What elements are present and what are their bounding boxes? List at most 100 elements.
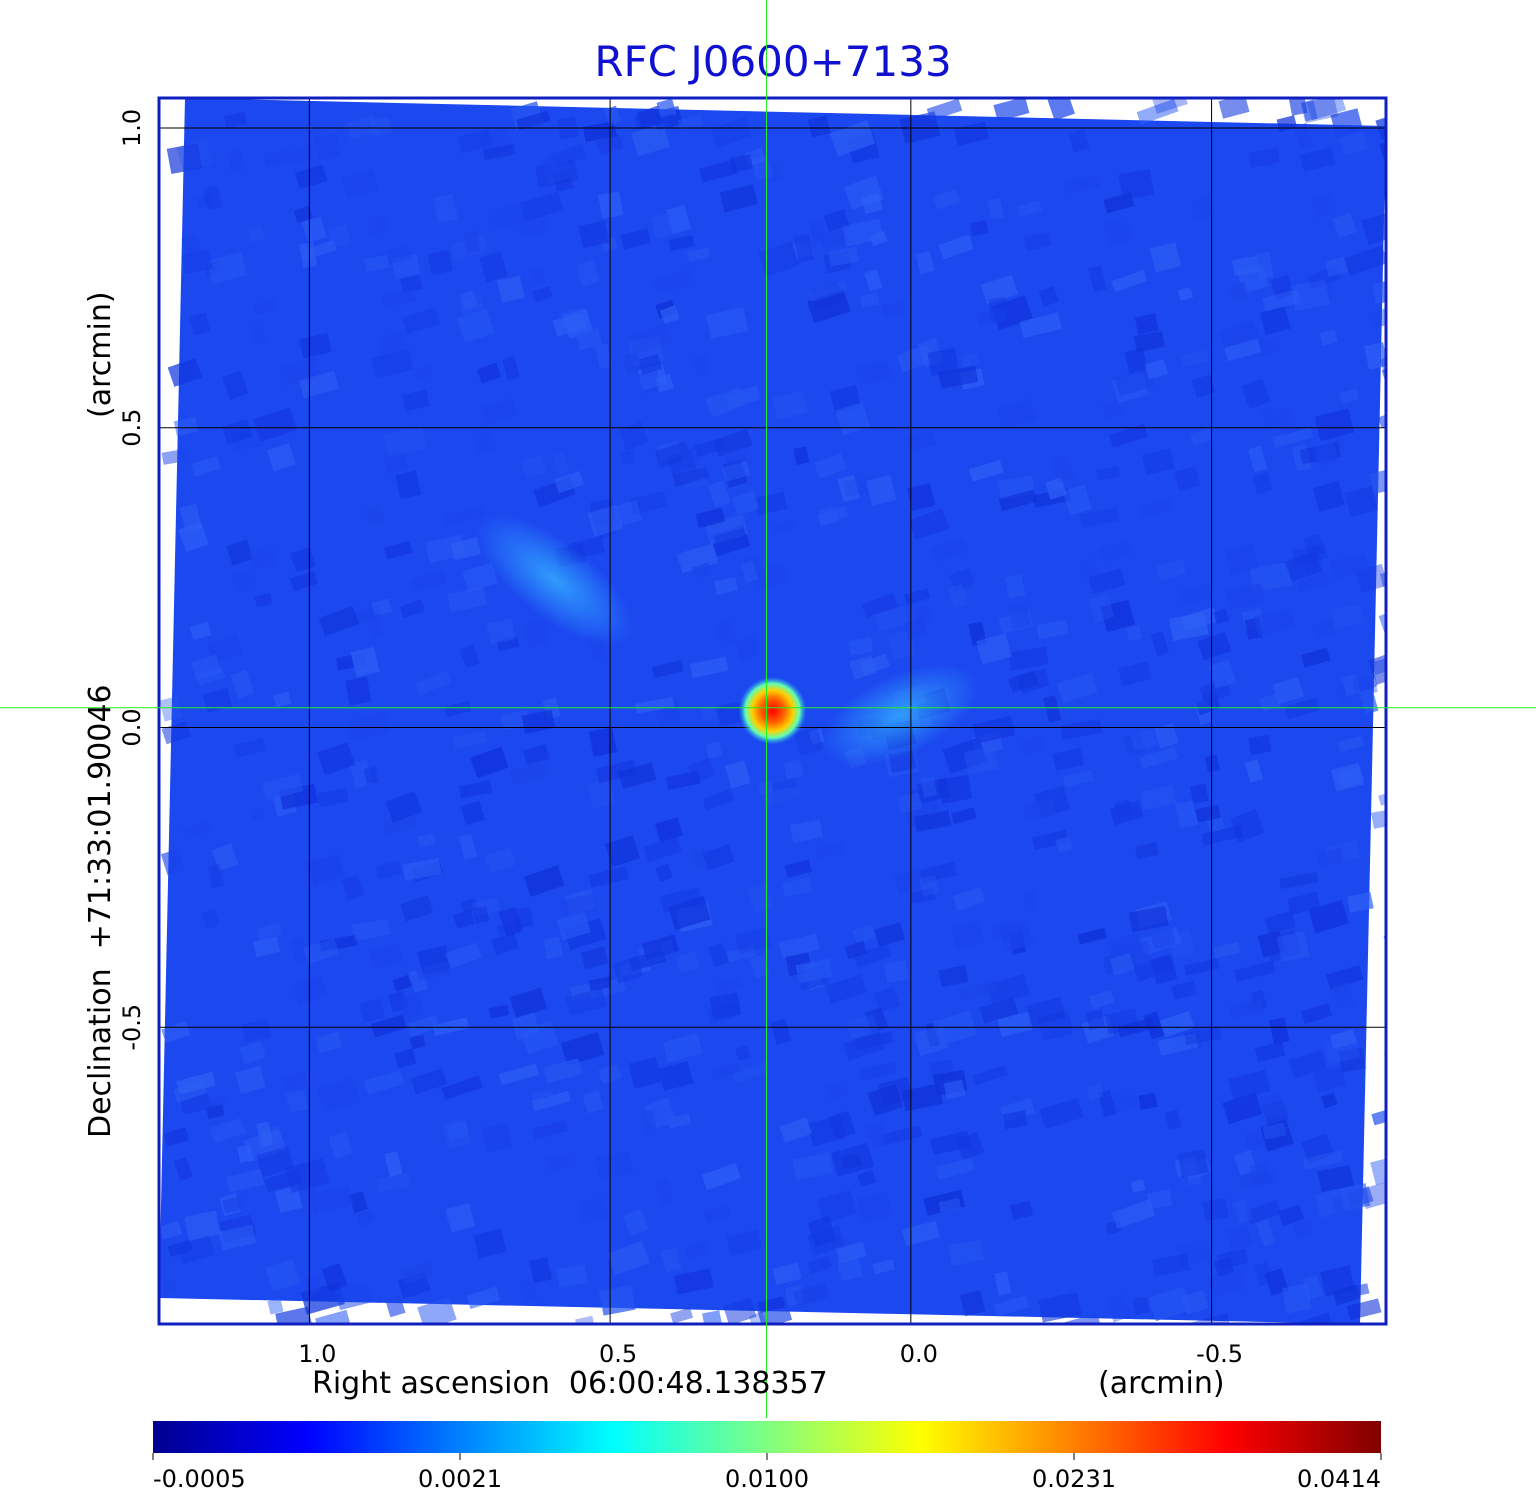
noise-pixel [1317, 1164, 1354, 1193]
noise-pixel [401, 307, 441, 335]
noise-pixel [1103, 192, 1135, 214]
noise-pixel [657, 1061, 694, 1092]
noise-pixel [793, 446, 810, 466]
noise-pixel [1302, 1150, 1343, 1171]
noise-pixel [844, 175, 884, 210]
noise-pixel [778, 933, 820, 959]
noise-pixel [256, 1121, 274, 1148]
noise-pixel [1218, 98, 1250, 119]
y-axis-label: Declination +71:33:01.90046 [83, 684, 118, 1138]
noise-pixel [1360, 1179, 1386, 1210]
noise-pixel [856, 1191, 893, 1223]
noise-pixel [1195, 696, 1221, 716]
noise-pixel [1042, 695, 1062, 723]
noise-pixel [1174, 800, 1199, 829]
noise-pixel [722, 459, 748, 488]
noise-pixel [640, 1110, 658, 1138]
noise-pixel [960, 1290, 986, 1317]
noise-pixel [1229, 809, 1265, 843]
noise-pixel [705, 741, 723, 759]
noise-pixel [1019, 312, 1062, 339]
noise-pixel [938, 965, 969, 988]
noise-pixel [1310, 193, 1338, 219]
noise-pixel [161, 448, 188, 465]
noise-pixel [1314, 408, 1355, 441]
noise-pixel [476, 362, 502, 384]
noise-pixel [1284, 551, 1323, 582]
noise-pixel [1238, 1170, 1276, 1189]
noise-pixel [689, 656, 729, 679]
noise-pixel [714, 977, 743, 993]
noise-pixel [399, 599, 425, 619]
noise-pixel [400, 895, 434, 922]
noise-pixel [498, 906, 523, 937]
noise-pixel [770, 1018, 792, 1045]
noise-pixel [857, 1169, 877, 1188]
noise-pixel [317, 1077, 361, 1113]
noise-pixel [181, 234, 201, 254]
noise-pixel [488, 1004, 510, 1019]
noise-pixel [881, 301, 906, 318]
noise-pixel [587, 504, 624, 537]
noise-pixel [1110, 1086, 1140, 1113]
noise-pixel [1372, 277, 1386, 305]
noise-pixel [854, 1031, 894, 1051]
noise-pixel [1337, 766, 1365, 789]
noise-pixel [1202, 1198, 1229, 1221]
noise-pixel [551, 451, 570, 477]
noise-pixel [1141, 448, 1175, 475]
noise-pixel [979, 997, 1019, 1024]
noise-pixel [1301, 1133, 1335, 1164]
noise-pixel [607, 1240, 650, 1276]
noise-pixel [369, 117, 392, 137]
noise-pixel [1276, 931, 1310, 962]
noise-pixel [926, 98, 963, 121]
noise-pixel [635, 697, 675, 714]
noise-pixel [659, 939, 675, 955]
noise-pixel [917, 338, 944, 368]
noise-pixel [1164, 1109, 1182, 1131]
noise-pixel [417, 1296, 457, 1324]
noise-pixel [901, 1220, 940, 1247]
noise-pixel [261, 773, 304, 801]
noise-pixel [1109, 423, 1148, 448]
noise-pixel [932, 189, 960, 210]
noise-pixel [1146, 1189, 1173, 1210]
noise-pixel [445, 942, 482, 969]
noise-pixel [482, 143, 516, 161]
noise-pixel [1177, 286, 1194, 301]
noise-pixel [869, 230, 888, 247]
noise-pixel [529, 267, 546, 285]
noise-pixel [460, 898, 478, 914]
noise-pixel [391, 253, 421, 280]
noise-pixel [233, 738, 266, 758]
noise-pixel [299, 241, 318, 269]
noise-pixel [1248, 734, 1272, 755]
noise-pixel [807, 289, 851, 324]
noise-pixel [860, 362, 893, 386]
noise-pixel [524, 619, 549, 648]
noise-pixel [1371, 1105, 1386, 1126]
noise-pixel [727, 946, 757, 963]
noise-pixel [460, 800, 485, 826]
noise-pixel [808, 728, 825, 745]
noise-pixel [675, 951, 700, 974]
noise-pixel [987, 198, 1005, 220]
noise-pixel [1088, 989, 1115, 1010]
noise-pixel [1324, 256, 1349, 277]
noise-pixel [643, 836, 682, 863]
noise-pixel [1023, 231, 1052, 252]
noise-pixel [385, 791, 423, 823]
noise-pixel [629, 490, 668, 515]
noise-pixel [250, 807, 266, 821]
noise-pixel [1184, 958, 1220, 976]
noise-pixel [1351, 674, 1378, 692]
noise-pixel [620, 449, 636, 466]
noise-pixel [906, 430, 937, 453]
noise-pixel [1286, 891, 1321, 915]
noise-pixel [1312, 1064, 1347, 1093]
noise-pixel [1261, 407, 1280, 431]
noise-pixel [969, 220, 989, 237]
noise-pixel [517, 1278, 539, 1305]
noise-pixel [1123, 731, 1147, 757]
